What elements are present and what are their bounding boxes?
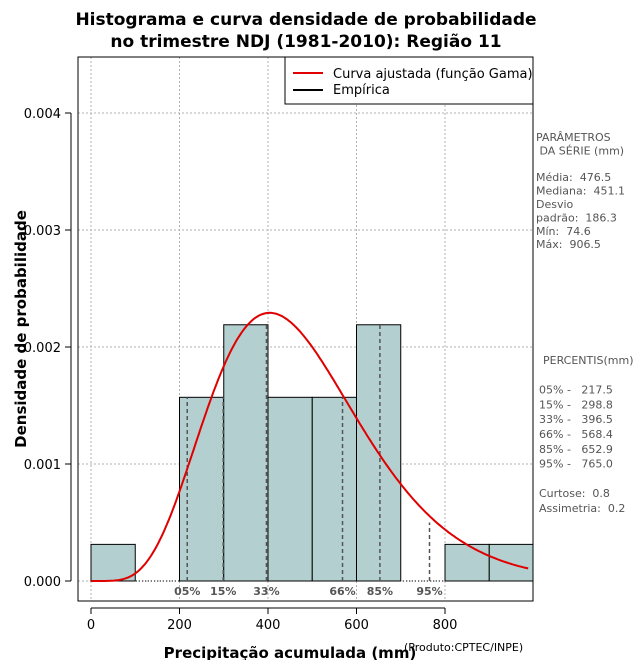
y-tick-label-2: 0.002	[24, 341, 61, 356]
gamma-density-curve	[91, 311, 529, 582]
param-line-1: DA SÉRIE (mm)	[536, 144, 624, 157]
percentile-labels: 05% 15% 33% 66% 85% 95%	[174, 585, 443, 598]
legend-label-empirical: Empírica	[333, 83, 390, 98]
x-tick-label-3: 600	[344, 618, 369, 633]
param-line-4: Mediana: 451.1	[536, 185, 625, 198]
legend: Curva ajustada (função Gama) Empírica	[284, 56, 534, 105]
param-line-0: PARÂMETROS	[536, 131, 611, 144]
histogram-bar-5	[311, 396, 357, 582]
chart-title-line2: no trimestre NDJ (1981-2010): Região 11	[110, 32, 501, 52]
y-tick-label-0: 0.000	[24, 575, 61, 590]
percentis-line-2: 05% - 217.5	[539, 384, 613, 397]
param-line-6: padrão: 186.3	[536, 211, 617, 224]
legend-label-curve: Curva ajustada (função Gama)	[333, 67, 533, 82]
product-credit: (Produto:CPTEC/INPE)	[404, 641, 523, 654]
percentile-label-05%: 05%	[174, 585, 200, 598]
percentis-line-5: 66% - 568.4	[539, 428, 613, 441]
percentis-line-10: Assimetria: 0.2	[539, 502, 625, 515]
y-tick-label-4: 0.004	[24, 107, 61, 122]
y-tick-label-1: 0.001	[24, 458, 61, 473]
y-axis-label: Densidade de probabilidade	[12, 210, 30, 448]
percentiles-panel: PERCENTIS(mm) 05% - 217.515% - 298.8 33% -…	[539, 354, 634, 515]
percentis-line-7: 95% - 765.0	[539, 458, 613, 471]
x-axis-label: Precipitação acumulada (mm)	[164, 644, 417, 660]
histogram-bar-9	[488, 543, 534, 582]
x-tick-label-4: 800	[433, 618, 458, 633]
percentis-line-4: 33% - 396.5	[539, 413, 613, 426]
y-axis: 0.000 0.001 0.002 0.003 0.004	[24, 107, 72, 590]
percentile-label-66%: 66%	[329, 585, 355, 598]
x-tick-label-0: 0	[87, 618, 95, 633]
percentile-label-85%: 85%	[367, 585, 393, 598]
histogram-bar-0	[90, 543, 136, 582]
percentis-line-6: 85% - 652.9	[539, 443, 613, 456]
histogram-bars	[90, 324, 534, 582]
percentile-label-15%: 15%	[210, 585, 236, 598]
param-line-8: Máx: 906.5	[536, 238, 601, 251]
percentis-line-9: Curtose: 0.8	[539, 487, 610, 500]
histogram-bar-3	[223, 324, 269, 582]
percentile-lines	[186, 324, 431, 581]
x-tick-label-2: 400	[256, 618, 281, 633]
percentis-line-3: 15% - 298.8	[539, 398, 613, 411]
param-line-5: Desvio	[536, 198, 574, 211]
y-tick-label-3: 0.003	[24, 224, 61, 239]
chart-title-line1: Histograma e curva densidade de probabil…	[75, 10, 536, 30]
histogram-bar-8	[444, 543, 490, 582]
x-tick-label-1: 200	[167, 618, 192, 633]
param-line-7: Mín: 74.6	[536, 225, 591, 238]
param-line-3: Média: 476.5	[536, 171, 611, 184]
series-parameters-panel: PARÂMETROS DA SÉRIE (mm) Média: 476.5Medi…	[536, 131, 625, 251]
histogram-bar-4	[267, 396, 313, 582]
x-axis: 0 200 400 600 800	[87, 607, 458, 633]
percentile-label-33%: 33%	[253, 585, 279, 598]
percentile-label-95%: 95%	[416, 585, 442, 598]
percentis-line-0: PERCENTIS(mm)	[543, 354, 634, 367]
legend-box	[284, 56, 534, 105]
